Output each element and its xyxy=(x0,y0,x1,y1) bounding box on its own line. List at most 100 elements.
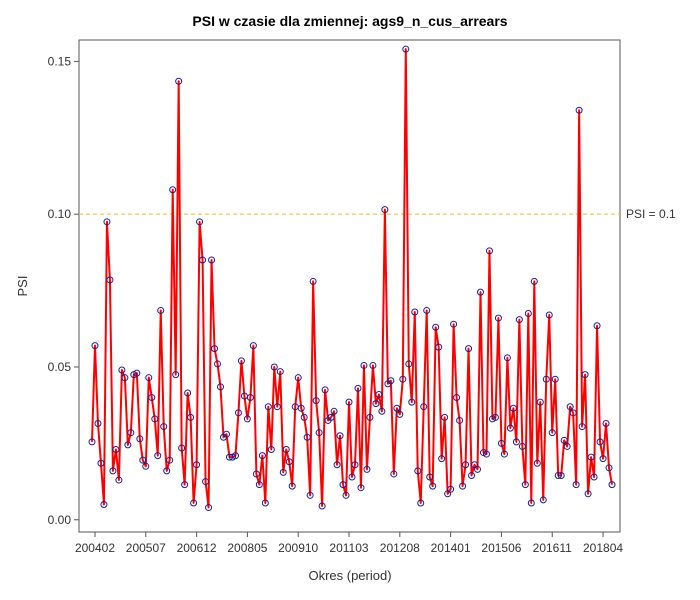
data-point xyxy=(390,470,398,478)
data-point xyxy=(348,473,356,481)
data-point xyxy=(468,471,476,479)
data-point xyxy=(396,410,404,418)
data-point xyxy=(530,277,538,285)
data-point xyxy=(500,450,508,458)
data-point xyxy=(303,433,311,441)
data-point xyxy=(584,490,592,498)
data-point xyxy=(306,491,314,499)
data-point xyxy=(267,445,275,453)
data-point xyxy=(273,403,281,411)
data-point xyxy=(118,366,126,374)
data-point xyxy=(157,306,165,314)
data-point xyxy=(115,476,123,484)
data-point xyxy=(318,502,326,510)
data-point xyxy=(503,354,511,362)
reference-line-label: PSI = 0.1 xyxy=(626,207,676,221)
data-point xyxy=(590,473,598,481)
psi-line xyxy=(91,48,613,509)
data-point xyxy=(330,407,338,415)
y-tick-label: 0.15 xyxy=(48,54,72,68)
data-point xyxy=(255,481,263,489)
data-point xyxy=(160,423,168,431)
data-point xyxy=(336,432,344,440)
data-point xyxy=(545,311,553,319)
data-point xyxy=(557,471,565,479)
data-point xyxy=(91,342,99,350)
data-point xyxy=(285,458,293,466)
data-point xyxy=(426,473,434,481)
data-point xyxy=(414,467,422,475)
data-point xyxy=(321,386,329,394)
data-point xyxy=(217,383,225,391)
data-point xyxy=(199,256,207,264)
data-point xyxy=(166,456,174,464)
data-point xyxy=(154,452,162,460)
data-point xyxy=(494,314,502,322)
data-point xyxy=(420,403,428,411)
data-point xyxy=(163,467,171,475)
data-point xyxy=(605,464,613,472)
data-point xyxy=(485,247,493,255)
series-markers xyxy=(88,45,616,512)
y-axis: 0.00 0.05 0.10 0.15 xyxy=(48,54,79,527)
data-point xyxy=(327,413,335,421)
data-point xyxy=(184,389,192,397)
data-point xyxy=(456,416,464,424)
data-point xyxy=(181,481,189,489)
data-point xyxy=(222,430,230,438)
x-tick-label: 200612 xyxy=(177,541,217,555)
data-point xyxy=(279,468,287,476)
data-point xyxy=(276,368,284,376)
data-point xyxy=(402,45,410,53)
data-point xyxy=(249,342,257,350)
data-point xyxy=(264,403,272,411)
data-point xyxy=(381,206,389,214)
x-tick-label: 200507 xyxy=(126,541,166,555)
data-point xyxy=(103,218,111,226)
data-point xyxy=(193,461,201,469)
data-point xyxy=(172,371,180,379)
data-point xyxy=(548,429,556,437)
data-point xyxy=(560,436,568,444)
data-point xyxy=(252,470,260,478)
data-point xyxy=(211,345,219,353)
x-axis-label: Okres (period) xyxy=(308,568,391,583)
x-tick-label: 201208 xyxy=(380,541,420,555)
data-point xyxy=(542,375,550,383)
data-point xyxy=(575,106,583,114)
data-point xyxy=(578,423,586,431)
data-point xyxy=(214,360,222,368)
data-point xyxy=(599,455,607,463)
data-point xyxy=(551,375,559,383)
data-point xyxy=(450,320,458,328)
data-point xyxy=(351,461,359,469)
data-point xyxy=(363,465,371,473)
data-point xyxy=(112,445,120,453)
data-point xyxy=(465,345,473,353)
y-axis-label: PSI xyxy=(15,276,30,297)
data-point xyxy=(357,484,365,492)
data-point xyxy=(270,363,278,371)
data-point xyxy=(294,374,302,382)
data-point xyxy=(151,415,159,423)
data-point xyxy=(258,452,266,460)
data-point xyxy=(408,398,416,406)
data-point xyxy=(447,485,455,493)
data-point xyxy=(608,481,616,489)
y-tick-label: 0.05 xyxy=(48,360,72,374)
y-tick-label: 0.10 xyxy=(48,207,72,221)
data-point xyxy=(234,409,242,417)
data-point xyxy=(282,445,290,453)
data-point xyxy=(536,398,544,406)
x-axis: 200402 200507 200612 200805 200910 201103 2012… xyxy=(75,532,623,555)
data-point xyxy=(196,218,204,226)
data-point xyxy=(261,499,269,507)
data-point xyxy=(497,439,505,447)
data-point xyxy=(312,397,320,405)
chart-title: PSI w czasie dla zmiennej: ags9_n_cus_ar… xyxy=(192,13,507,29)
data-point xyxy=(596,438,604,446)
data-point xyxy=(175,77,183,85)
data-point xyxy=(124,441,132,449)
data-point xyxy=(569,409,577,417)
